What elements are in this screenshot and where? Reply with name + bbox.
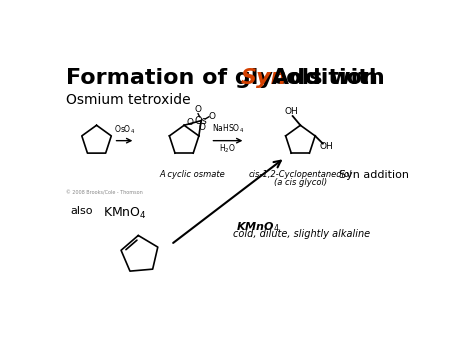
Text: Syn addition: Syn addition bbox=[339, 170, 409, 180]
Text: KMnO$_4$: KMnO$_4$ bbox=[103, 206, 147, 221]
Text: Os: Os bbox=[195, 116, 207, 126]
Text: O: O bbox=[194, 105, 202, 114]
Text: OH: OH bbox=[284, 107, 298, 116]
Text: OH: OH bbox=[320, 142, 333, 151]
Text: Formation of glycols with: Formation of glycols with bbox=[66, 68, 392, 88]
Text: O: O bbox=[198, 123, 205, 132]
Text: cold, dilute, slightly alkaline: cold, dilute, slightly alkaline bbox=[233, 229, 370, 239]
Text: Syn: Syn bbox=[241, 68, 287, 88]
Text: KMnO$_4$: KMnO$_4$ bbox=[236, 220, 280, 234]
Text: Osmium tetroxide: Osmium tetroxide bbox=[66, 93, 190, 107]
Text: OsO$_4$: OsO$_4$ bbox=[114, 124, 135, 136]
Text: cis-1,2-Cyclopentanediol: cis-1,2-Cyclopentanediol bbox=[248, 170, 352, 179]
Text: O: O bbox=[208, 112, 216, 121]
Text: (a cis glycol): (a cis glycol) bbox=[274, 178, 327, 187]
Text: © 2008 Brooks/Cole - Thomson: © 2008 Brooks/Cole - Thomson bbox=[66, 191, 142, 196]
Text: Addition: Addition bbox=[264, 68, 378, 88]
Text: NaHSO$_4$: NaHSO$_4$ bbox=[212, 123, 244, 135]
Text: also: also bbox=[70, 206, 93, 216]
Text: O: O bbox=[186, 118, 193, 127]
Text: H$_2$O: H$_2$O bbox=[220, 142, 236, 155]
Text: A cyclic osmate: A cyclic osmate bbox=[159, 170, 225, 179]
